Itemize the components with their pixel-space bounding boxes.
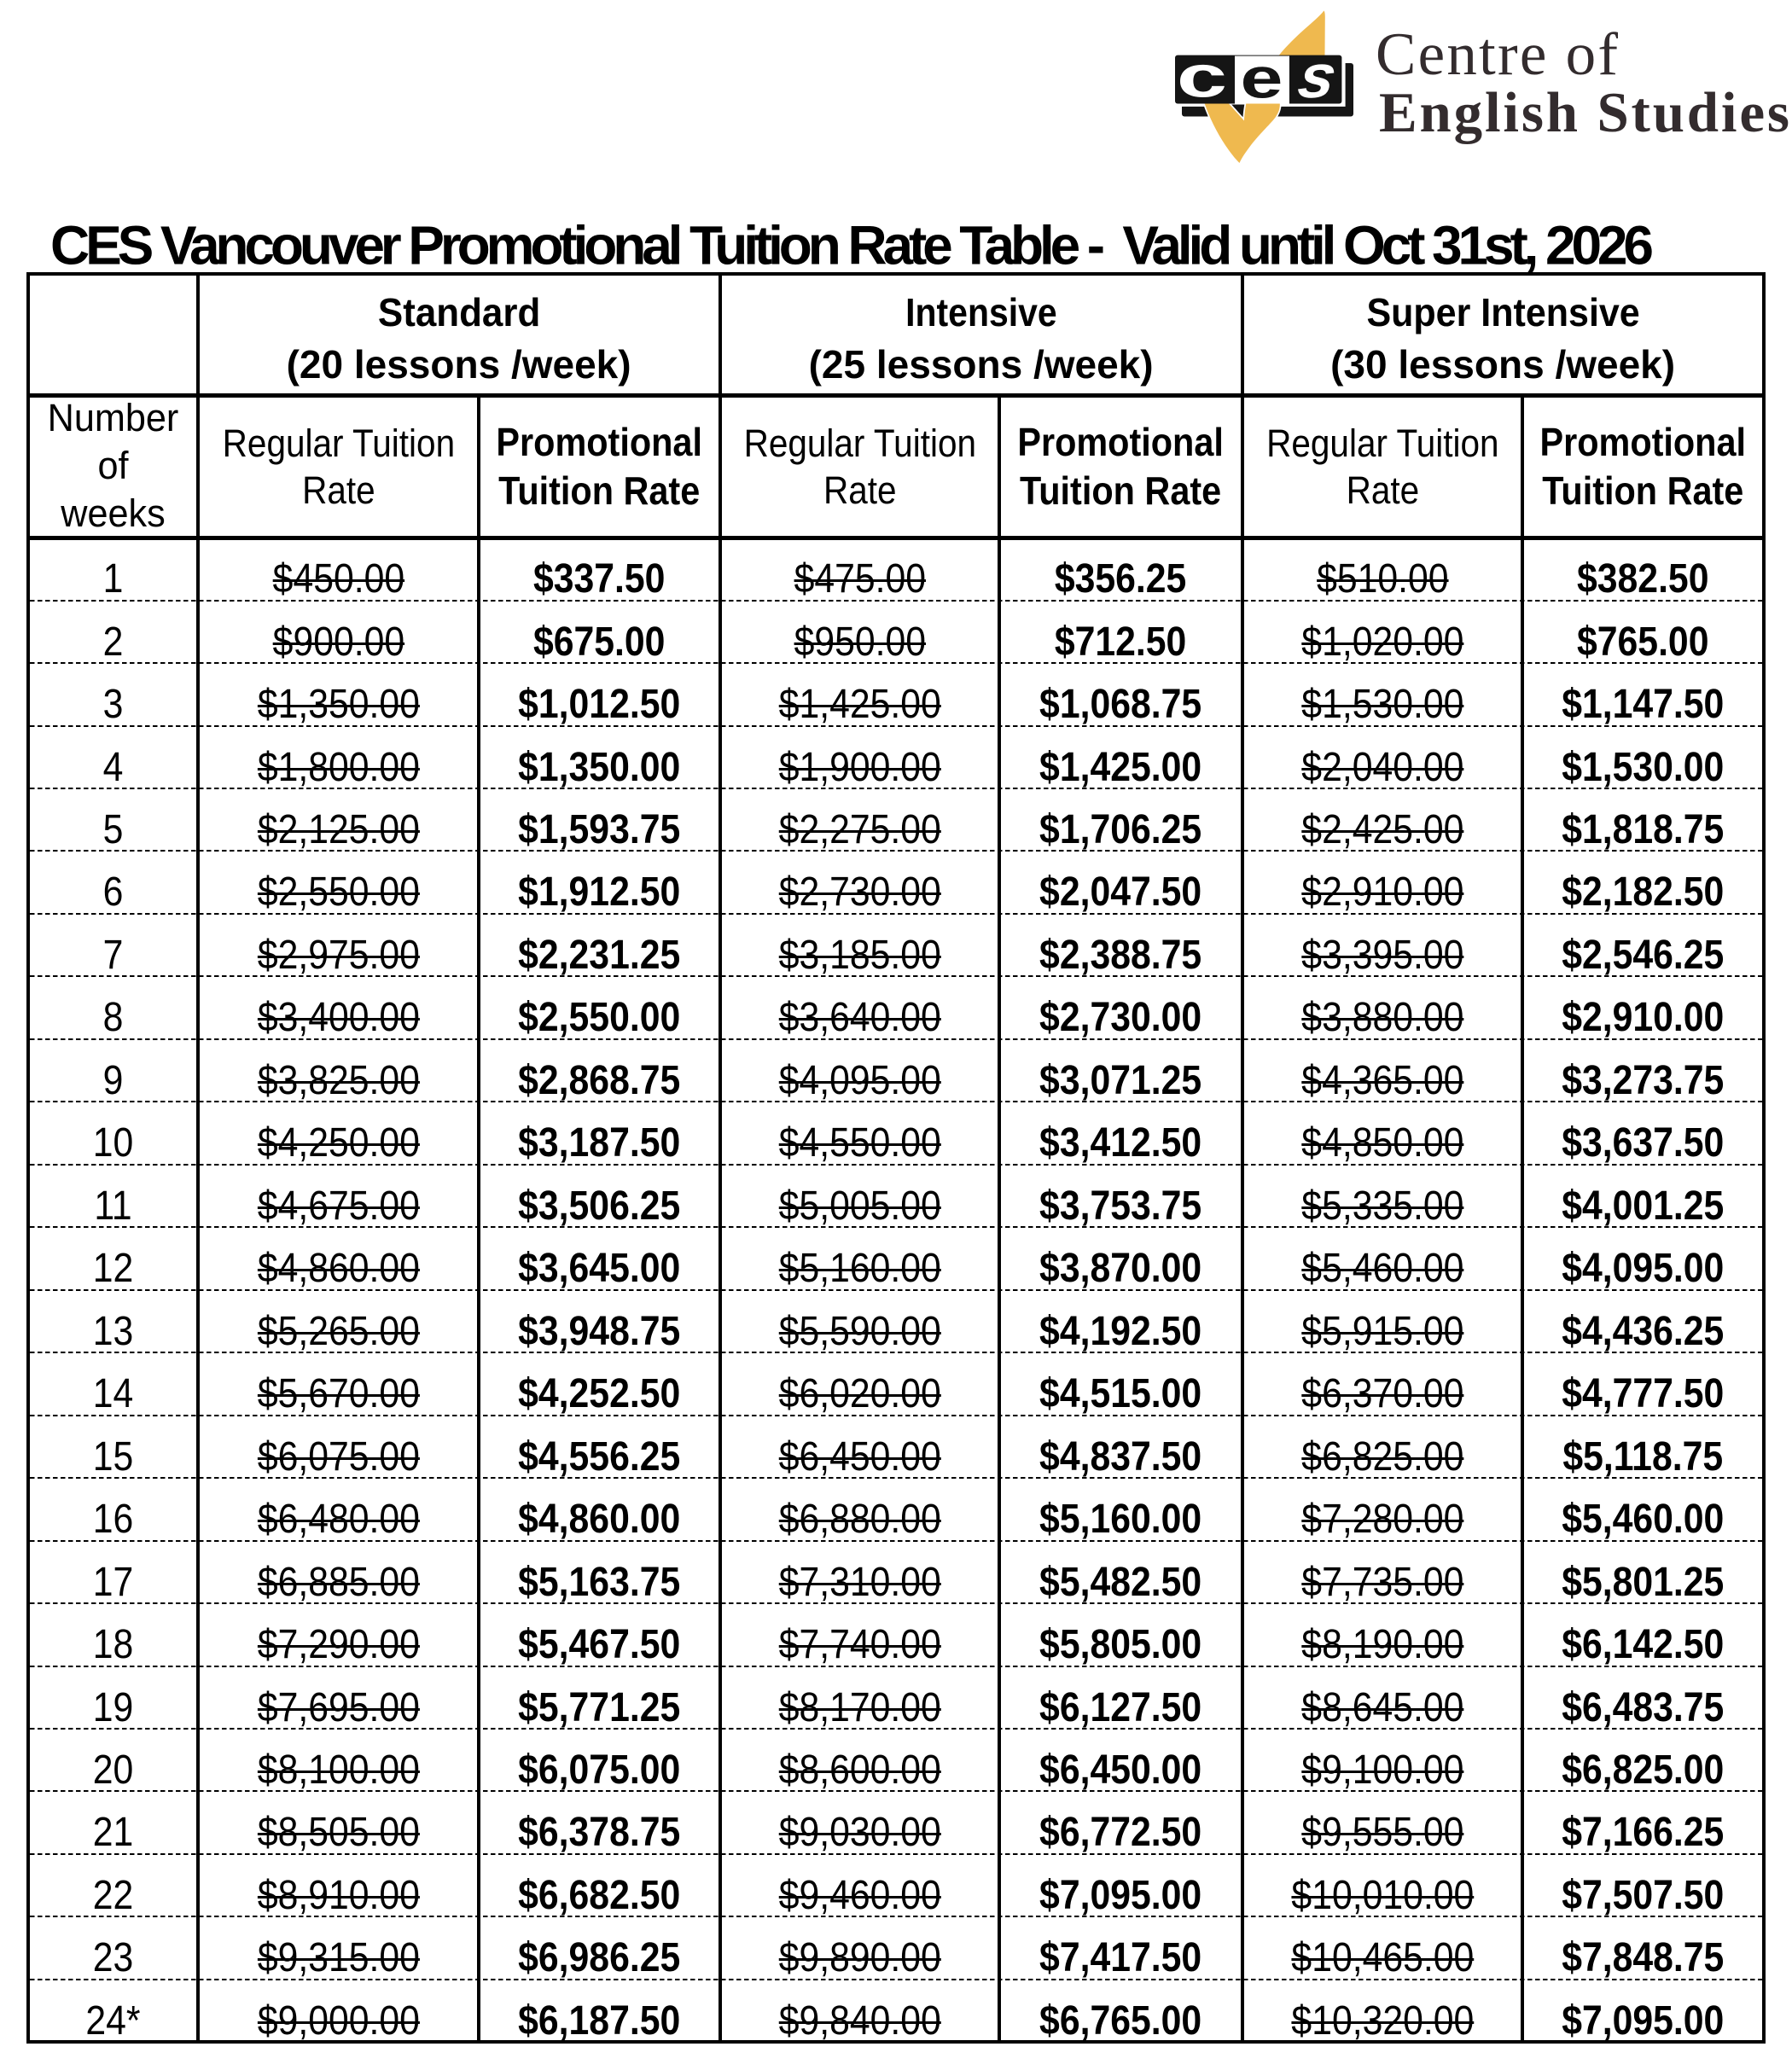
svg-text:CES Vancouver Promotional Tuit: CES Vancouver Promotional Tuition Rate T…	[50, 215, 1654, 276]
svg-text:e: e	[1241, 46, 1283, 110]
svg-text:Centre of: Centre of	[1376, 21, 1618, 88]
svg-text:English Studies: English Studies	[1379, 81, 1789, 144]
svg-text:c: c	[1177, 44, 1227, 111]
